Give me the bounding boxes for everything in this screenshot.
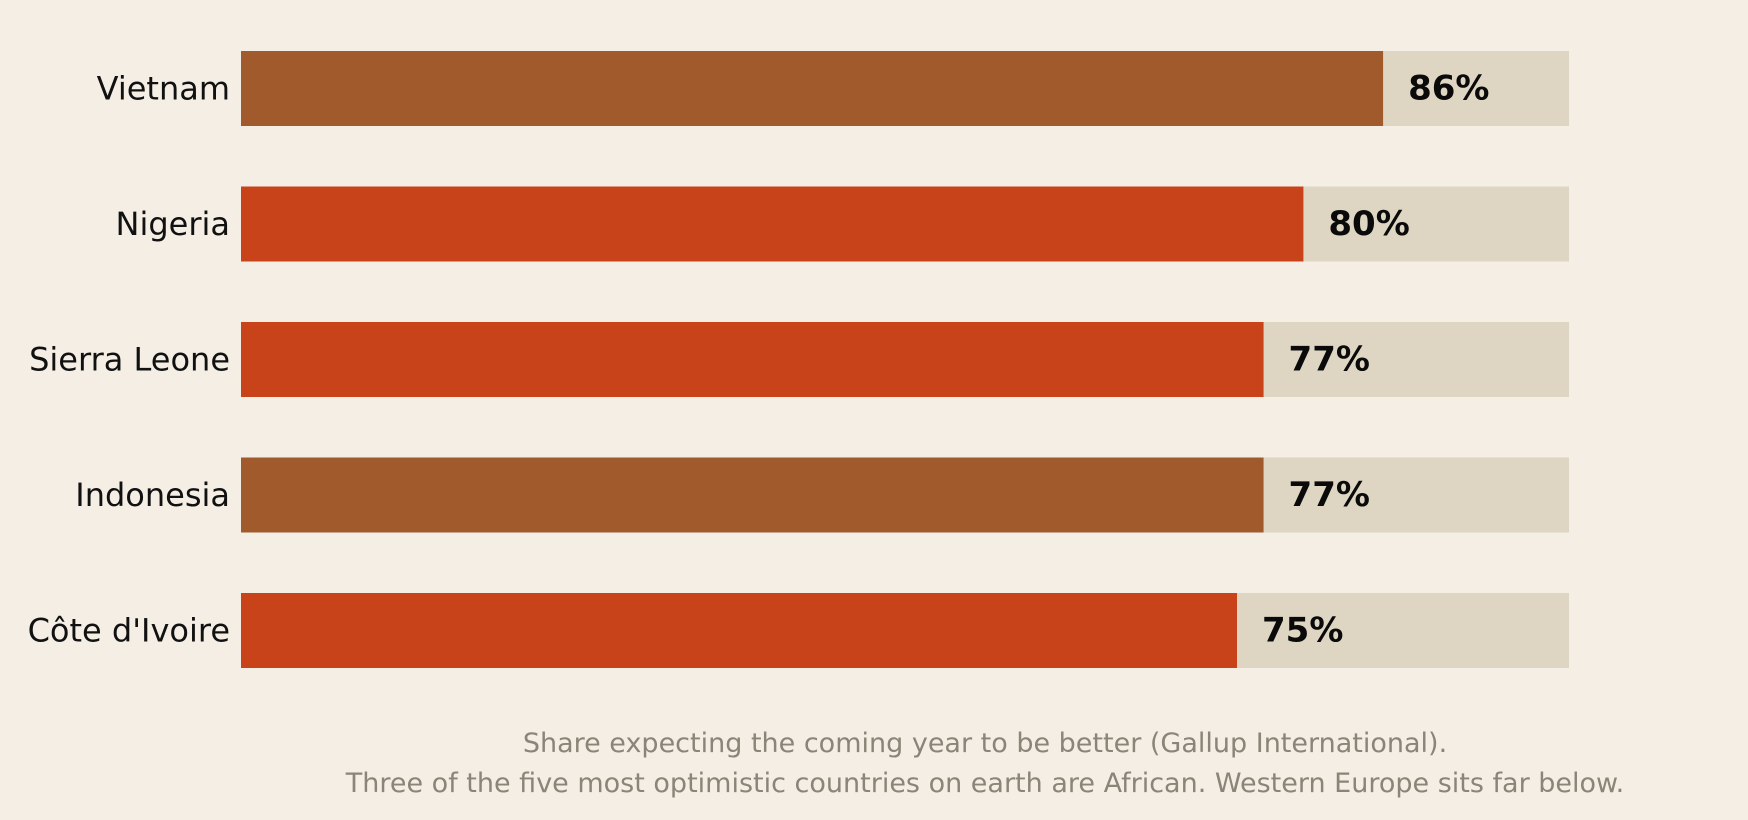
value-label: 80% [1328, 204, 1409, 244]
bar [241, 322, 1264, 397]
value-label: 86% [1408, 69, 1489, 109]
bar [241, 593, 1237, 668]
category-label: Vietnam [97, 70, 230, 108]
category-label: Nigeria [116, 205, 230, 243]
caption-line-2: Three of the five most optimistic countr… [345, 768, 1625, 799]
value-label: 77% [1289, 475, 1370, 515]
category-label: Sierra Leone [29, 341, 230, 379]
category-label: Indonesia [75, 476, 230, 514]
value-label: 77% [1289, 340, 1370, 380]
caption-line-1: Share expecting the coming year to be be… [522, 728, 1448, 759]
category-label: Côte d'Ivoire [28, 612, 230, 650]
bar [241, 51, 1384, 126]
value-label: 75% [1262, 611, 1343, 651]
bar [241, 457, 1264, 533]
bar [241, 186, 1304, 262]
